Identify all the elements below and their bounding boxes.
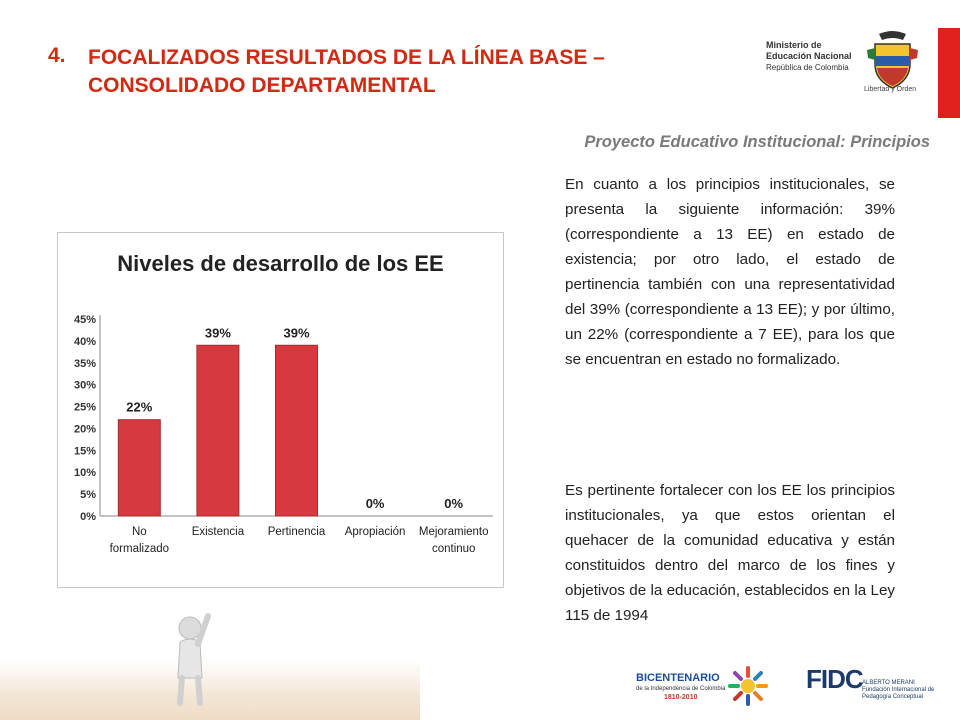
chart-title: Niveles de desarrollo de los EE <box>117 251 444 276</box>
paragraph-2: Es pertinente fortalecer con los EE los … <box>565 482 895 624</box>
y-tick-label: 10% <box>74 467 96 479</box>
pointing-figure-icon <box>177 613 211 706</box>
y-tick-label: 45% <box>74 314 96 326</box>
bicentenario-logo: BICENTENARIO de la Independencia de Colo… <box>636 664 768 714</box>
ministry-line-2: Educación Nacional <box>766 51 852 61</box>
ministry-motto: Libertad y Orden <box>864 86 917 93</box>
y-tick-label: 35% <box>74 358 96 370</box>
fidc-title: FIDC <box>806 664 864 694</box>
ministry-logo: Ministerio de Educación Nacional Repúbli… <box>760 30 930 100</box>
bar <box>196 344 240 517</box>
y-tick-label: 30% <box>74 380 96 392</box>
title-line-1: FOCALIZADOS RESULTADOS DE LA LÍNEA BASE … <box>88 46 605 69</box>
title-text: FOCALIZADOS RESULTADOS DE LA LÍNEA BASE … <box>88 44 605 100</box>
fidc-subtitle: ALBERTO MERANI Fundación Internacional d… <box>862 680 936 701</box>
x-tick-label: continuo <box>432 543 475 555</box>
y-tick-label: 5% <box>80 489 96 501</box>
bar-chart: Niveles de desarrollo de los EE 0% 5% 10% 1… <box>57 232 504 588</box>
title-line-2: CONSOLIDADO DEPARTAMENTAL <box>88 74 436 97</box>
ministry-line-3: República de Colombia <box>766 63 849 72</box>
bar <box>117 419 161 517</box>
data-label: 39% <box>205 325 231 340</box>
chart-plot: 0% 5% 10% 15% 20% 25% 30% 35% 40% 45% 22% No formali… <box>74 314 493 555</box>
y-tick-label: 25% <box>74 402 96 414</box>
x-tick-label: Existencia <box>192 526 245 538</box>
x-tick-label: Apropiación <box>345 526 406 538</box>
fidc-sub-1: ALBERTO MERANI <box>862 680 915 686</box>
bicentenario-title: BICENTENARIO <box>636 672 720 684</box>
y-tick-label: 15% <box>74 445 96 457</box>
x-tick-label: Mejoramiento <box>419 526 489 538</box>
y-tick-label: 20% <box>74 423 96 435</box>
paragraph-1: En cuanto a los principios institucional… <box>565 176 895 368</box>
bicentenario-subtitle: de la Independencia de Colombia <box>636 686 726 692</box>
fidc-logo: FIDC ALBERTO MERANI Fundación Internacio… <box>806 664 936 708</box>
coat-of-arms-icon <box>867 31 918 89</box>
y-tick-label: 40% <box>74 336 96 348</box>
bar <box>275 344 318 517</box>
fidc-sub-2: Fundación Internacional de Pedagogía Con… <box>862 687 935 700</box>
data-label: 0% <box>444 496 463 511</box>
data-label: 22% <box>126 400 152 415</box>
data-label: 0% <box>366 496 385 511</box>
data-label: 39% <box>283 325 309 340</box>
x-tick-label: formalizado <box>110 543 169 555</box>
title-number: 4. <box>48 44 66 67</box>
ministry-logo-text: Ministerio de Educación Nacional Repúbli… <box>766 40 852 73</box>
sun-emblem-icon <box>728 666 768 706</box>
ministry-line-1: Ministerio de <box>766 40 822 50</box>
section-subtitle: Proyecto Educativo Institucional: Princi… <box>584 133 930 151</box>
decorative-floor <box>0 660 420 720</box>
x-tick-label: Pertinencia <box>268 526 326 538</box>
y-tick-label: 0% <box>80 511 96 523</box>
bicentenario-years: 1810-2010 <box>664 694 698 701</box>
red-accent-tab <box>938 28 960 118</box>
x-tick-label: No <box>132 526 147 538</box>
